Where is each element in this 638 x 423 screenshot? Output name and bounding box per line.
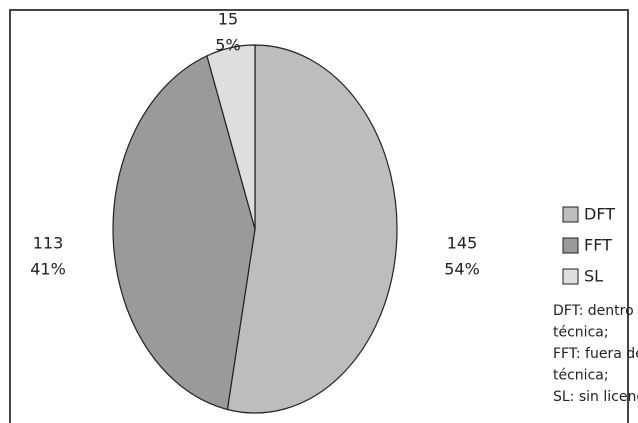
legend-label: SL — [584, 267, 603, 286]
note-line: técnica; — [553, 368, 609, 384]
note-line: DFT: dentro de ficha — [553, 303, 638, 319]
note-line: técnica; — [553, 325, 609, 341]
percent-label: 5% — [215, 36, 240, 55]
pie-slice — [226, 44, 398, 414]
value-label: 145 — [447, 234, 478, 253]
note-line: SL: sin licencia — [553, 389, 638, 405]
note-line: FFT: fuera de ficha — [553, 346, 638, 362]
legend-swatch — [562, 268, 579, 285]
pie-slice — [112, 55, 256, 411]
value-label: 15 — [218, 10, 238, 29]
legend-label: DFT — [584, 205, 615, 224]
pie-slice — [206, 44, 256, 230]
legend-swatch — [562, 237, 579, 254]
percent-label: 41% — [30, 260, 66, 279]
value-label: 113 — [33, 234, 64, 253]
frame — [9, 9, 629, 423]
legend-label: FFT — [584, 236, 612, 255]
percent-label: 54% — [444, 260, 480, 279]
legend-swatch — [562, 206, 579, 223]
